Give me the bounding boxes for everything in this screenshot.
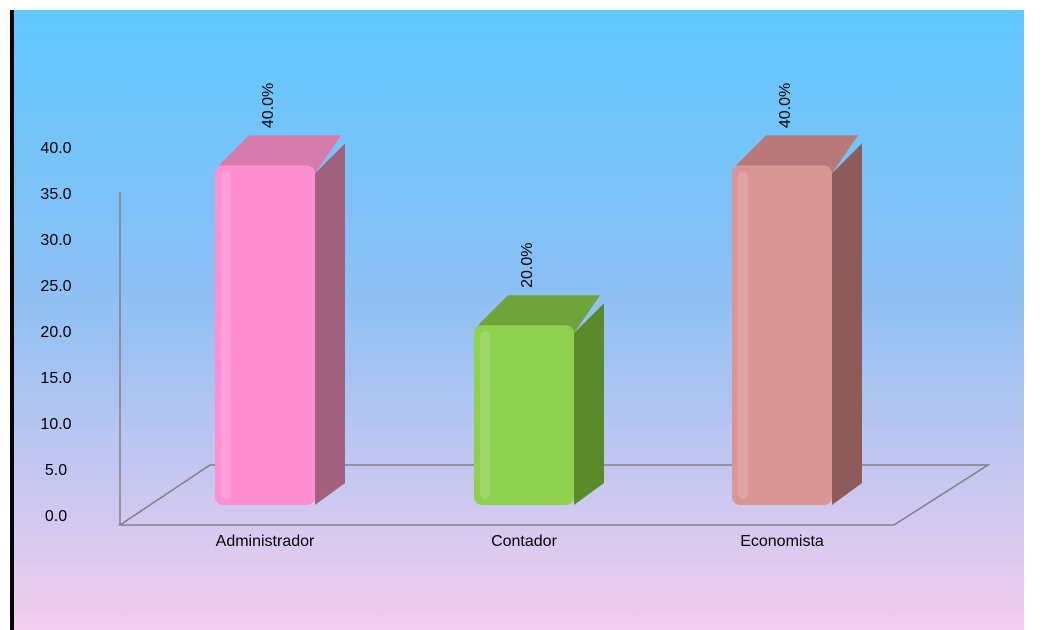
y-tick-label: 20.0 [40,324,71,341]
category-labels: Administrador Contador Economista [216,533,824,550]
category-label: Economista [740,533,824,550]
bar-side [315,143,345,505]
bar-top [736,135,858,174]
y-tick-label: 5.0 [45,462,67,479]
bar-chart: 0.0 5.0 10.0 15.0 20.0 25.0 30.0 35.0 40.0 Admin… [14,10,1024,630]
bar-top [478,295,600,334]
bar-highlight [480,331,490,499]
chart-area: 0.0 5.0 10.0 15.0 20.0 25.0 30.0 35.0 40.0 Admin… [10,10,1024,630]
bars [215,135,862,505]
bar [732,135,862,505]
bar [474,295,604,505]
y-tick-label: 15.0 [40,370,71,387]
category-label: Contador [491,533,557,550]
data-label: 20.0% [519,243,536,288]
data-label: 40.0% [260,83,277,128]
chart-floor [117,192,991,526]
category-label: Administrador [216,533,315,550]
bar-front [474,325,574,505]
bar-highlight [738,171,748,499]
floor-outline [117,464,991,526]
data-labels: 40.0% 20.0% 40.0% [260,83,794,288]
data-label: 40.0% [777,83,794,128]
bar-side [832,143,862,505]
y-tick-label: 40.0 [40,140,71,157]
bar-highlight [221,171,231,499]
bar [215,135,345,505]
y-tick-label: 0.0 [45,508,67,525]
bar-front [732,165,832,505]
bar-side [574,303,604,505]
bar-front [215,165,315,505]
y-axis: 0.0 5.0 10.0 15.0 20.0 25.0 30.0 35.0 40.0 [40,140,71,525]
y-tick-label: 30.0 [40,232,71,249]
y-tick-label: 10.0 [40,416,71,433]
bar-top [219,135,341,174]
y-tick-label: 25.0 [40,278,71,295]
y-tick-label: 35.0 [40,186,71,203]
